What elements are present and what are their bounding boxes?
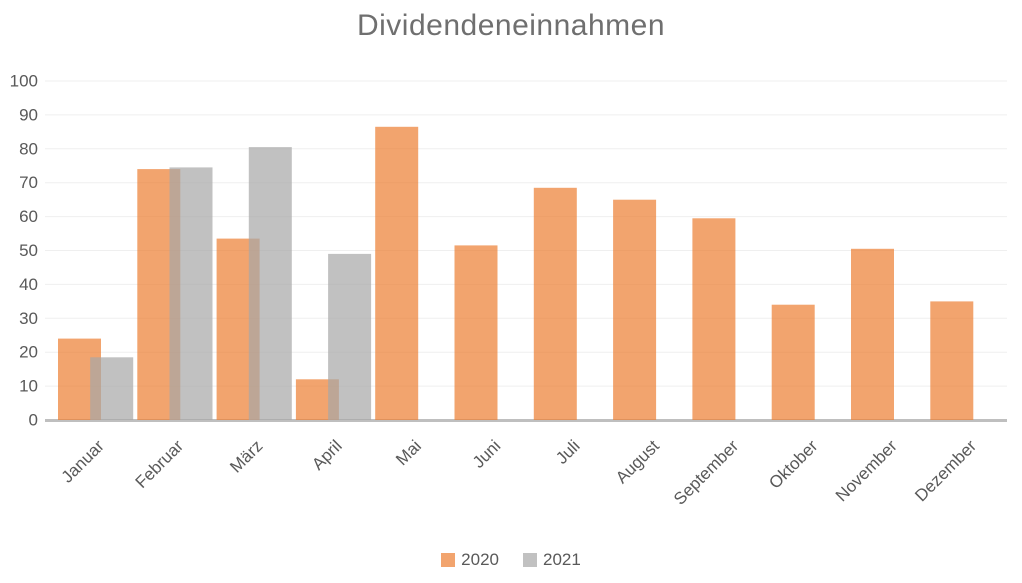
legend-label-2020: 2020 — [461, 550, 499, 569]
bar-2020-juli[interactable] — [533, 187, 577, 420]
y-tick-label-40: 40 — [19, 275, 38, 294]
x-label-oktober: Oktober — [765, 436, 821, 492]
x-label-februar: Februar — [132, 436, 188, 492]
legend-swatch-2021-icon — [523, 553, 537, 567]
y-tick-label-70: 70 — [19, 173, 38, 192]
bar-2021-januar[interactable] — [90, 357, 134, 420]
x-label-september: September — [670, 436, 742, 508]
x-label-november: November — [832, 436, 901, 505]
y-tick-label-0: 0 — [29, 411, 38, 430]
x-label-juli: Juli — [552, 436, 583, 467]
y-tick-label-100: 100 — [10, 72, 38, 91]
y-tick-label-50: 50 — [19, 241, 38, 260]
bar-2020-august[interactable] — [613, 199, 657, 420]
x-label-dezember: Dezember — [911, 436, 980, 505]
legend-swatch-2020-icon — [441, 553, 456, 567]
plot-area: 0 10 20 30 40 50 60 70 80 90 100 Januar Februar März A… — [10, 72, 1007, 509]
x-label-märz: März — [226, 436, 266, 476]
bar-2020-september[interactable] — [692, 218, 736, 420]
y-tick-label-20: 20 — [19, 343, 38, 362]
bar-2020-oktober[interactable] — [771, 304, 815, 420]
legend-item-2021[interactable]: 2021 — [523, 550, 581, 570]
bar-2020-november[interactable] — [851, 248, 894, 420]
legend-label-2021: 2021 — [543, 550, 581, 569]
x-label-juni: Juni — [469, 436, 504, 471]
bar-2020-mai[interactable] — [375, 126, 419, 421]
chart-title: Dividendeneinnahmen — [356, 9, 666, 42]
chart-legend: 2020 2021 — [0, 550, 1022, 570]
bar-2021-april[interactable] — [328, 253, 372, 420]
x-label-april: April — [308, 436, 345, 473]
x-label-august: August — [612, 436, 663, 487]
y-tick-label-30: 30 — [19, 309, 38, 328]
bar-2021-märz[interactable] — [248, 147, 292, 420]
bar-2020-dezember[interactable] — [930, 301, 974, 420]
bar-2020-juni[interactable] — [454, 245, 498, 420]
x-label-januar: Januar — [58, 436, 108, 486]
bar-2021-februar[interactable] — [169, 167, 213, 420]
y-tick-label-90: 90 — [19, 105, 38, 124]
x-label-mai: Mai — [392, 436, 425, 469]
y-tick-label-10: 10 — [19, 377, 38, 396]
legend-item-2020[interactable]: 2020 — [441, 550, 499, 570]
y-tick-label-60: 60 — [19, 207, 38, 226]
y-tick-label-80: 80 — [19, 139, 38, 158]
